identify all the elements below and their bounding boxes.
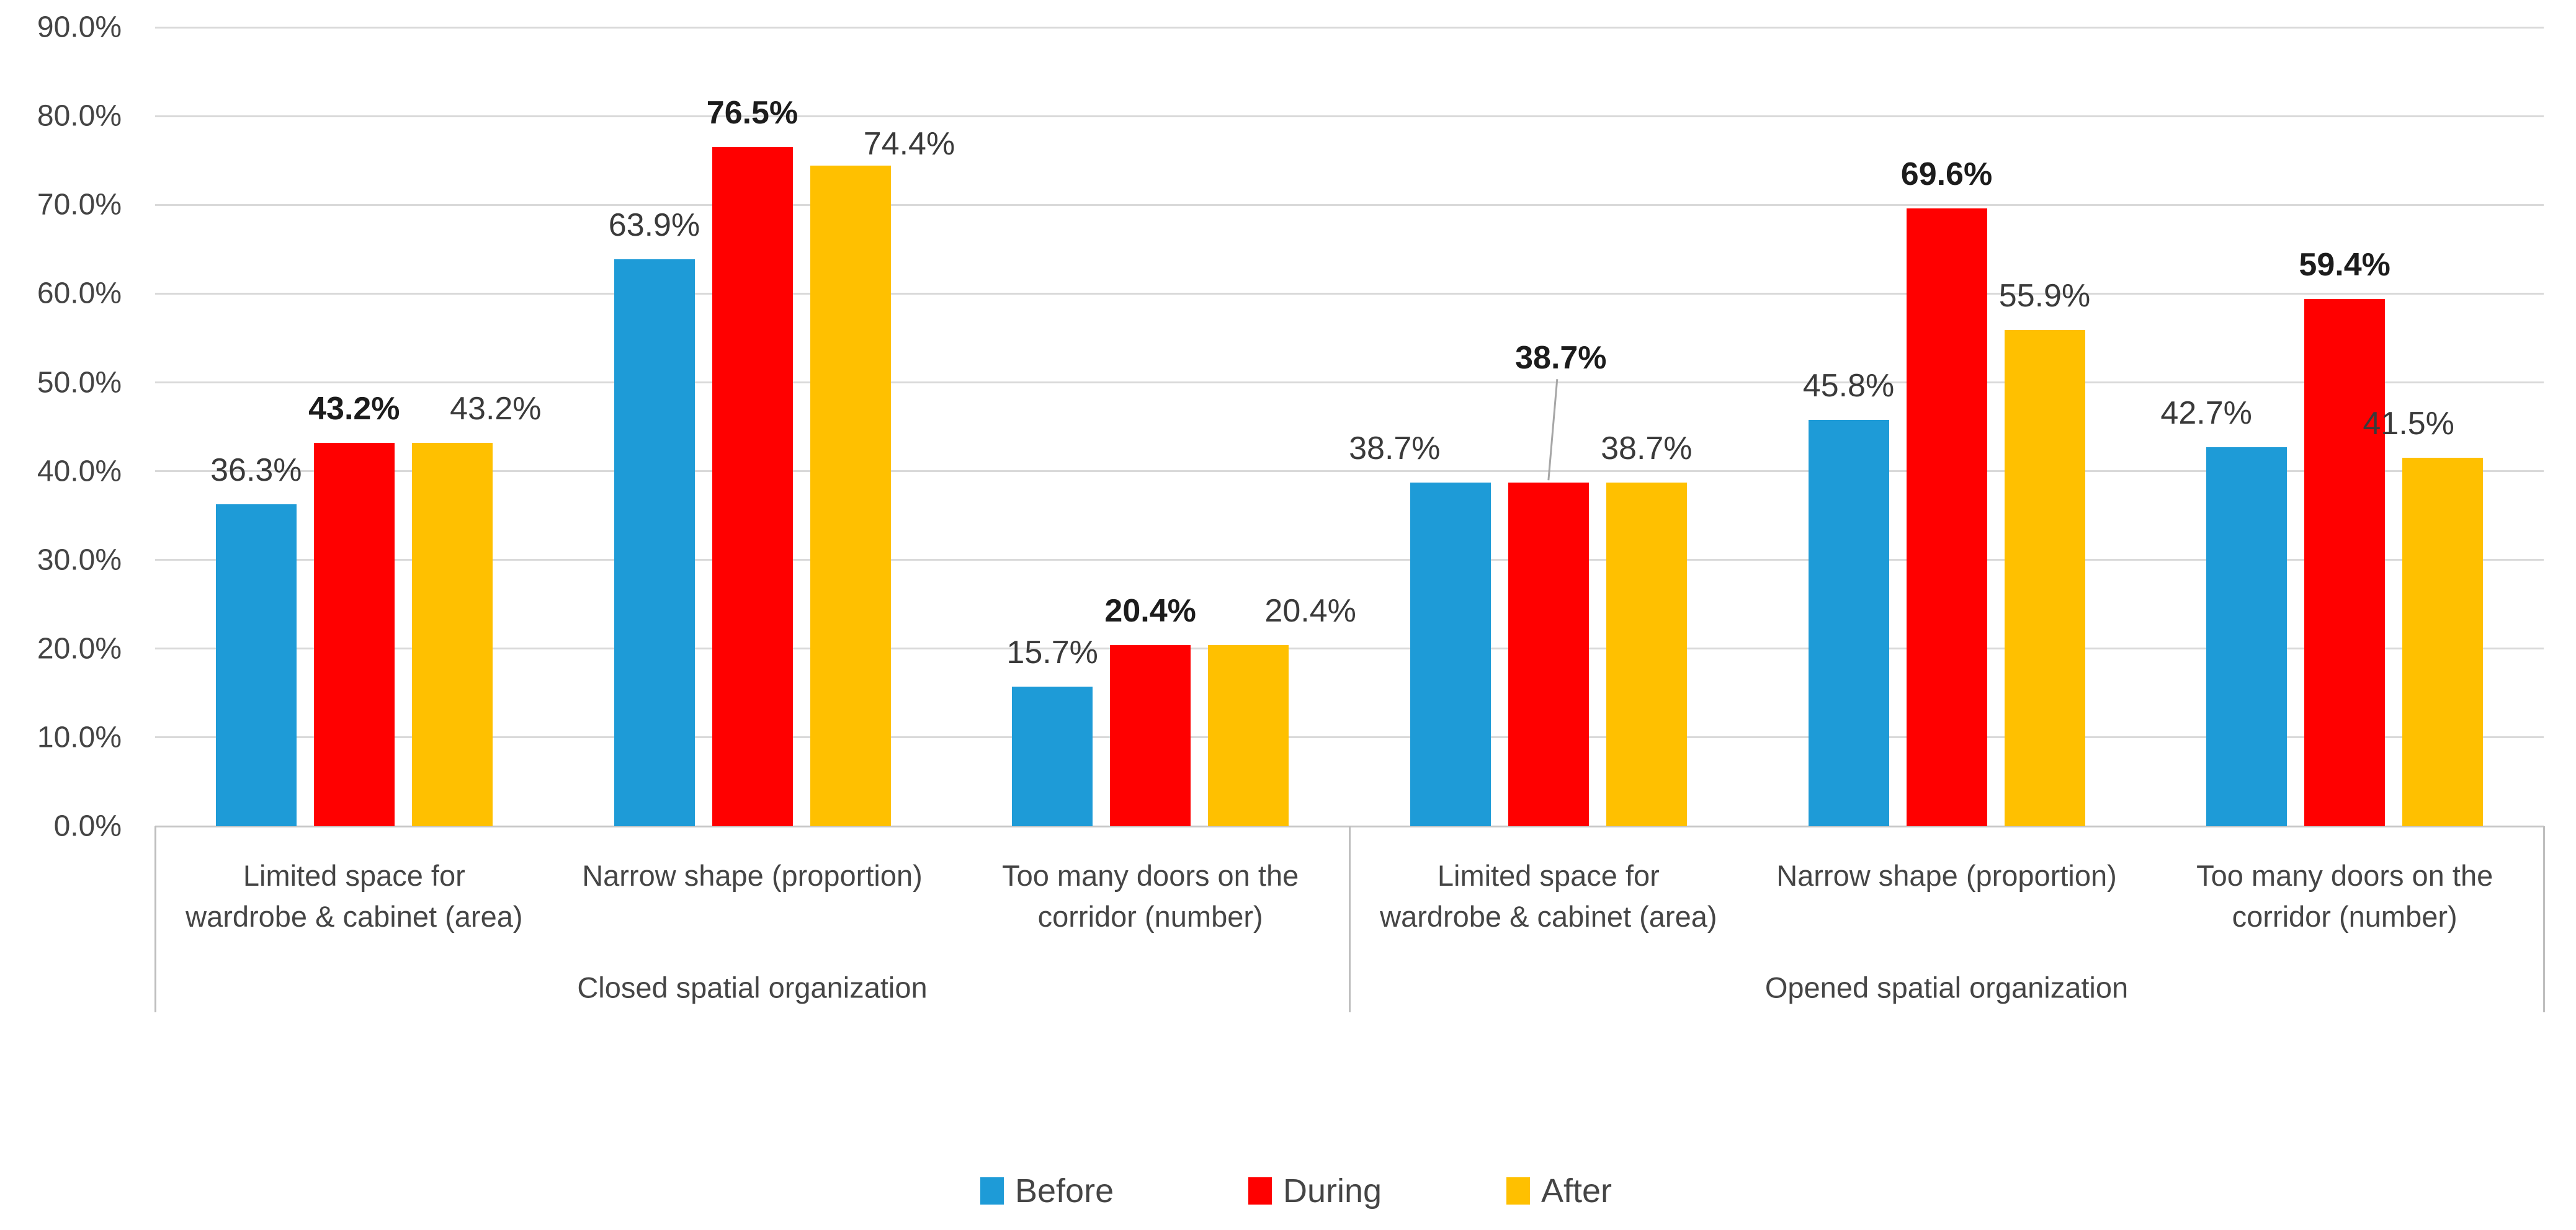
bar-before-2 bbox=[1012, 687, 1093, 826]
axis-border-line bbox=[154, 826, 156, 1012]
bar-before-1 bbox=[614, 259, 695, 826]
gridline bbox=[155, 203, 2544, 206]
data-label-before-5: 42.7% bbox=[2160, 394, 2252, 431]
gridline bbox=[155, 559, 2544, 561]
x-group-label-closed: Closed spatial organization bbox=[577, 971, 928, 1004]
data-label-after-0: 43.2% bbox=[450, 390, 542, 427]
data-label-during-0: 43.2% bbox=[308, 390, 400, 427]
legend-item-during: During bbox=[1248, 1172, 1382, 1210]
legend-swatch-before bbox=[980, 1177, 1004, 1205]
data-label-during-4: 69.6% bbox=[1900, 156, 1993, 193]
legend-label-before: Before bbox=[1015, 1172, 1114, 1210]
x-category-label-line: Narrow shape (proportion) bbox=[582, 859, 923, 892]
bar-before-3 bbox=[1410, 483, 1491, 826]
data-label-after-2: 20.4% bbox=[1264, 593, 1356, 630]
data-label-before-3: 38.7% bbox=[1349, 430, 1441, 467]
data-label-after-3: 38.7% bbox=[1601, 430, 1693, 467]
x-category-label-2: Too many doors on the corridor (number) bbox=[951, 855, 1349, 937]
data-label-after-5: 41.5% bbox=[2363, 406, 2454, 442]
x-category-label-line: Narrow shape (proportion) bbox=[1776, 859, 2117, 892]
x-category-label-line: wardrobe & cabinet (area) bbox=[1380, 900, 1717, 933]
bar-before-5 bbox=[2206, 447, 2288, 826]
legend-swatch-after bbox=[1506, 1177, 1530, 1205]
data-label-before-2: 15.7% bbox=[1006, 635, 1098, 671]
y-axis-tick-label: 80.0% bbox=[37, 99, 122, 133]
y-axis-tick-label: 30.0% bbox=[37, 543, 122, 577]
x-category-label-line: corridor (number) bbox=[1037, 900, 1263, 933]
bar-during-0 bbox=[313, 442, 395, 826]
axis-group-divider bbox=[1348, 826, 1351, 1012]
gridline bbox=[155, 381, 2544, 383]
bar-during-1 bbox=[712, 147, 793, 826]
y-axis-tick-label: 50.0% bbox=[37, 366, 122, 399]
y-axis-tick-label: 40.0% bbox=[37, 455, 122, 488]
y-axis-tick-label: 60.0% bbox=[37, 277, 122, 310]
x-category-label-line: corridor (number) bbox=[2232, 900, 2457, 933]
data-label-before-4: 45.8% bbox=[1802, 367, 1895, 404]
y-axis-tick-label: 90.0% bbox=[37, 11, 122, 44]
data-label-during-2: 20.4% bbox=[1104, 593, 1196, 630]
y-axis-tick-label: 20.0% bbox=[37, 632, 122, 666]
bar-during-3 bbox=[1508, 483, 1589, 826]
bar-after-0 bbox=[411, 442, 493, 826]
x-category-label-1: Narrow shape (proportion) bbox=[553, 855, 952, 896]
bar-during-5 bbox=[2304, 298, 2386, 826]
data-label-after-1: 74.4% bbox=[863, 126, 955, 163]
x-category-label-line: Too many doors on the bbox=[2196, 859, 2493, 892]
bar-after-1 bbox=[810, 166, 891, 826]
gridline bbox=[155, 292, 2544, 295]
gridline bbox=[155, 648, 2544, 650]
data-label-before-0: 36.3% bbox=[210, 452, 302, 488]
x-category-label-0: Limited space for wardrobe & cabinet (are… bbox=[155, 855, 553, 937]
x-category-label-3: Limited space for wardrobe & cabinet (are… bbox=[1349, 855, 1748, 937]
bar-during-4 bbox=[1906, 208, 1987, 826]
data-label-during-3: 38.7% bbox=[1515, 340, 1607, 377]
x-category-label-line: Too many doors on the bbox=[1002, 859, 1299, 892]
data-label-after-4: 55.9% bbox=[1998, 278, 2091, 314]
x-category-label-line: Limited space for bbox=[1437, 859, 1660, 892]
bar-before-4 bbox=[1808, 419, 1889, 826]
gridline bbox=[155, 736, 2544, 739]
y-axis-tick-label: 10.0% bbox=[37, 721, 122, 754]
bar-after-4 bbox=[2004, 330, 2085, 826]
bar-after-3 bbox=[1606, 483, 1687, 826]
data-label-during-1: 76.5% bbox=[706, 95, 798, 131]
bar-during-2 bbox=[1110, 645, 1191, 826]
bar-after-5 bbox=[2402, 458, 2484, 826]
leader-line bbox=[1547, 379, 1559, 481]
x-group-label-opened: Opened spatial organization bbox=[1764, 971, 2129, 1004]
legend-item-after: After bbox=[1506, 1172, 1612, 1210]
bar-before-0 bbox=[215, 504, 297, 826]
x-category-label-line: wardrobe & cabinet (area) bbox=[186, 900, 523, 933]
gridline bbox=[155, 26, 2544, 29]
bar-after-2 bbox=[1208, 645, 1289, 826]
y-axis-tick-label: 0.0% bbox=[53, 809, 122, 843]
data-label-before-1: 63.9% bbox=[608, 207, 700, 243]
legend-swatch-during bbox=[1248, 1177, 1272, 1205]
legend-item-before: Before bbox=[980, 1172, 1114, 1210]
gridline bbox=[155, 115, 2544, 117]
x-category-label-4: Narrow shape (proportion) bbox=[1748, 855, 2146, 896]
x-category-label-line: Limited space for bbox=[243, 859, 465, 892]
data-label-during-5: 59.4% bbox=[2299, 246, 2390, 283]
gridline bbox=[155, 470, 2544, 473]
x-category-label-5: Too many doors on the corridor (number) bbox=[2145, 855, 2544, 937]
legend-label-during: During bbox=[1283, 1172, 1382, 1210]
axis-border-line bbox=[2542, 826, 2545, 1012]
y-axis-tick-label: 70.0% bbox=[37, 188, 122, 221]
legend-label-after: After bbox=[1541, 1172, 1612, 1210]
